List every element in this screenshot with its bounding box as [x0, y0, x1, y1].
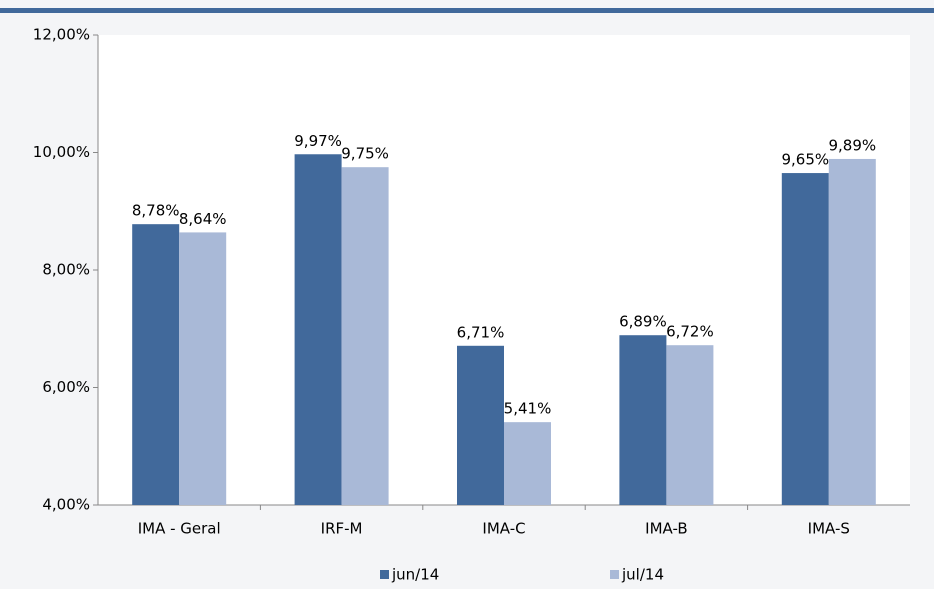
- legend-swatch: [380, 570, 389, 579]
- x-tick-label: IMA-S: [808, 520, 850, 538]
- value-label: 6,71%: [457, 323, 505, 341]
- legend-label: jul/14: [621, 566, 664, 584]
- value-label: 9,89%: [828, 136, 876, 154]
- bar: [132, 224, 180, 506]
- bar: [457, 345, 504, 505]
- value-label: 8,78%: [132, 202, 180, 220]
- x-tick-label: IMA-B: [645, 520, 687, 538]
- x-tick-label: IMA - Geral: [138, 520, 221, 538]
- y-tick-label: 4,00%: [42, 496, 90, 514]
- bar: [619, 335, 667, 505]
- x-tick-label: IRF-M: [321, 520, 363, 538]
- y-tick-label: 8,00%: [42, 261, 90, 279]
- bar: [781, 173, 829, 505]
- top-rule: [0, 8, 934, 13]
- y-tick-label: 10,00%: [33, 143, 90, 161]
- value-label: 5,41%: [504, 400, 552, 418]
- bar: [294, 154, 342, 505]
- value-label: 9,75%: [341, 145, 389, 163]
- value-label: 8,64%: [179, 210, 227, 228]
- y-tick-label: 12,00%: [33, 26, 90, 44]
- legend-swatch: [610, 570, 619, 579]
- value-label: 9,97%: [294, 132, 342, 150]
- y-tick-label: 6,00%: [42, 378, 90, 396]
- bar: [828, 158, 876, 505]
- legend-label: jun/14: [391, 566, 439, 584]
- x-tick-label: IMA-C: [482, 520, 525, 538]
- bar: [504, 422, 551, 505]
- value-label: 9,65%: [781, 151, 829, 169]
- value-label: 6,89%: [619, 313, 667, 331]
- value-label: 6,72%: [666, 323, 714, 341]
- bar: [666, 345, 714, 505]
- bar: [341, 167, 389, 505]
- bar: [179, 232, 227, 505]
